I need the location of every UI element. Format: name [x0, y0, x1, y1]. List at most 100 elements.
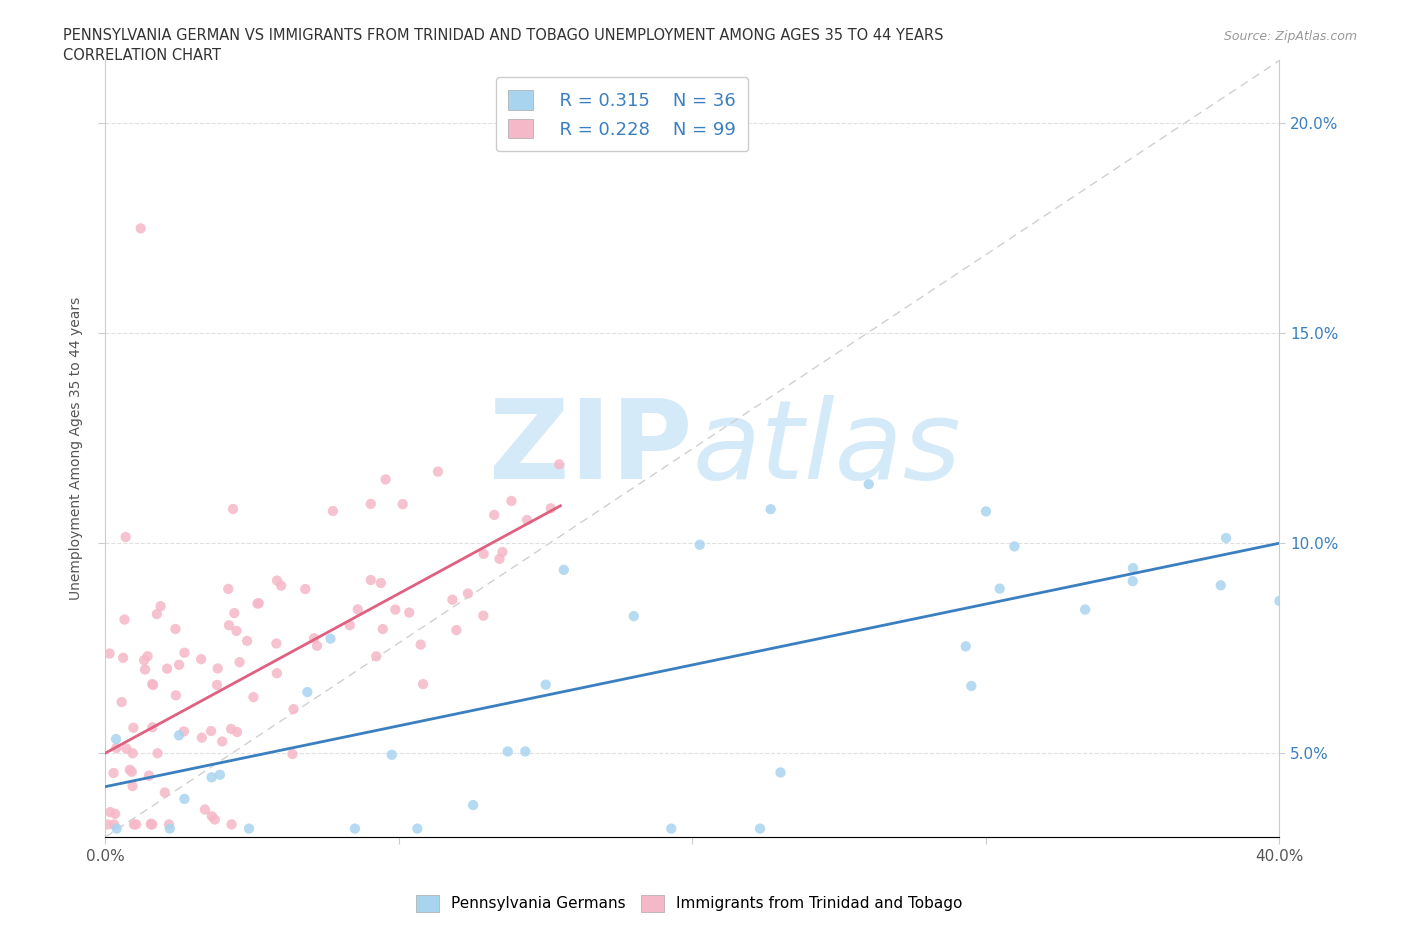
Legend:   R = 0.315    N = 36,   R = 0.228    N = 99: R = 0.315 N = 36, R = 0.228 N = 99	[495, 77, 748, 152]
Point	[463, 798, 485, 813]
Point	[534, 677, 557, 692]
Point	[343, 821, 366, 836]
Point	[974, 504, 997, 519]
Point	[1209, 578, 1232, 592]
Point	[139, 817, 162, 831]
Point	[200, 724, 222, 738]
Point	[501, 494, 523, 509]
Point	[484, 508, 506, 523]
Point	[141, 720, 163, 735]
Point	[218, 618, 240, 632]
Point	[156, 661, 179, 676]
Point	[858, 477, 880, 492]
Point	[225, 623, 247, 638]
Point	[749, 821, 772, 836]
Point	[491, 545, 513, 560]
Point	[224, 605, 246, 620]
Text: atlas: atlas	[692, 395, 962, 502]
Point	[111, 695, 134, 710]
Point	[381, 748, 404, 763]
Point	[339, 618, 361, 632]
Point	[173, 791, 195, 806]
Point	[412, 677, 434, 692]
Point	[548, 457, 571, 472]
Point	[302, 631, 325, 645]
Point	[97, 817, 120, 831]
Point	[146, 606, 169, 621]
Point	[115, 741, 138, 756]
Point	[211, 734, 233, 749]
Point	[689, 538, 711, 552]
Text: ZIP: ZIP	[489, 395, 692, 502]
Point	[167, 658, 190, 672]
Point	[236, 633, 259, 648]
Point	[472, 547, 495, 562]
Point	[114, 612, 136, 627]
Point	[516, 512, 538, 527]
Point	[105, 821, 128, 836]
Point	[319, 631, 342, 646]
Point	[409, 637, 432, 652]
Point	[955, 639, 977, 654]
Point	[384, 602, 406, 617]
Point	[270, 578, 292, 593]
Point	[125, 817, 148, 831]
Point	[540, 501, 562, 516]
Point	[103, 817, 125, 831]
Point	[142, 678, 165, 693]
Point	[374, 472, 396, 487]
Point	[141, 817, 163, 831]
Point	[1122, 574, 1144, 589]
Point	[129, 221, 152, 236]
Point	[496, 744, 519, 759]
Point	[219, 722, 242, 737]
Point	[226, 724, 249, 739]
Point	[242, 690, 264, 705]
Point	[167, 728, 190, 743]
Point	[217, 581, 239, 596]
Point	[118, 763, 141, 777]
Point	[221, 817, 243, 831]
Point	[623, 608, 645, 623]
Point	[112, 650, 135, 665]
Point	[472, 608, 495, 623]
Point	[759, 502, 782, 517]
Point	[105, 740, 128, 755]
Point	[121, 764, 143, 779]
Point	[173, 645, 195, 660]
Point	[426, 464, 449, 479]
Legend: Pennsylvania Germans, Immigrants from Trinidad and Tobago: Pennsylvania Germans, Immigrants from Tr…	[409, 889, 969, 918]
Point	[114, 529, 136, 544]
Point	[769, 765, 792, 780]
Point	[960, 679, 983, 694]
Point	[371, 621, 394, 636]
Point	[228, 655, 250, 670]
Point	[266, 636, 288, 651]
Point	[122, 721, 145, 736]
Point	[207, 661, 229, 676]
Point	[297, 684, 319, 699]
Point	[201, 809, 224, 824]
Point	[134, 653, 156, 668]
Point	[1002, 539, 1025, 554]
Point	[153, 785, 176, 800]
Point	[165, 621, 187, 636]
Point	[165, 688, 187, 703]
Point	[204, 812, 226, 827]
Point	[104, 806, 127, 821]
Point	[266, 666, 288, 681]
Point	[139, 817, 162, 831]
Point	[398, 605, 420, 620]
Point	[201, 770, 224, 785]
Point	[457, 586, 479, 601]
Text: Source: ZipAtlas.com: Source: ZipAtlas.com	[1223, 30, 1357, 43]
Point	[391, 497, 413, 512]
Point	[98, 646, 121, 661]
Point	[988, 581, 1011, 596]
Point	[138, 768, 160, 783]
Point	[134, 662, 156, 677]
Point	[205, 677, 228, 692]
Point	[121, 778, 143, 793]
Point	[266, 573, 288, 588]
Point	[370, 576, 392, 591]
